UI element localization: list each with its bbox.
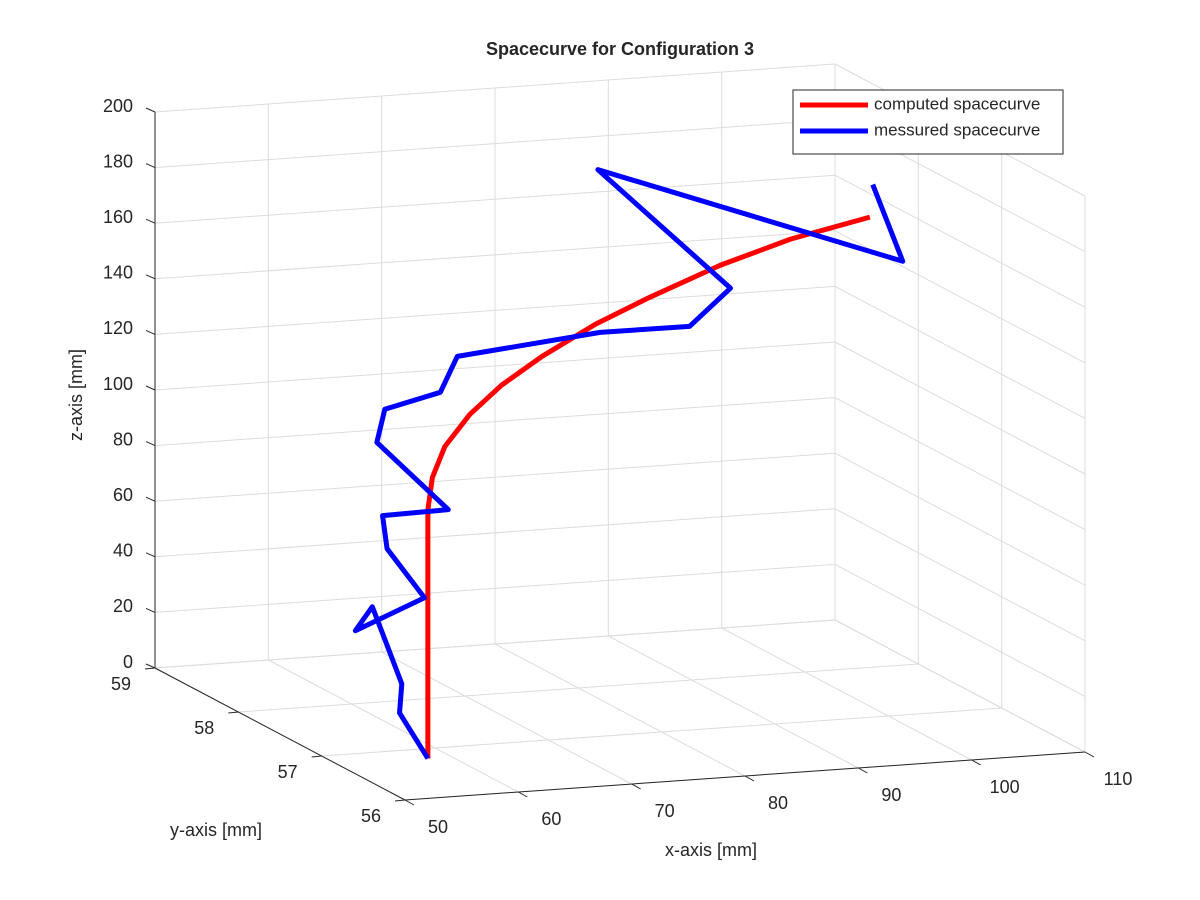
grid-line: [834, 452, 1086, 586]
tick-mark: [145, 107, 156, 113]
tick-mark: [631, 783, 641, 790]
grid-line: [154, 174, 836, 224]
tick-mark: [404, 799, 415, 806]
grid-line: [494, 643, 746, 777]
tick-mark: [394, 799, 406, 802]
z-tick-label: 100: [103, 374, 133, 394]
z-tick-label: 60: [113, 485, 133, 505]
grid-line: [608, 635, 859, 769]
y-tick-label: 59: [111, 674, 131, 694]
y-tick-label: 58: [194, 718, 214, 738]
tick-mark: [744, 775, 755, 782]
grid-line: [834, 563, 1086, 697]
tick-mark: [145, 663, 156, 669]
grid-line: [154, 508, 836, 558]
z-tick-label: 80: [113, 429, 133, 449]
grid-line: [321, 707, 1002, 757]
grid-line: [238, 663, 919, 713]
grid-line: [268, 659, 519, 793]
z-tick-label: 200: [103, 96, 133, 116]
tick-mark: [145, 552, 156, 558]
tick-mark: [145, 163, 156, 169]
x-tick-label: 90: [881, 785, 901, 805]
y-axis-title: y-axis [mm]: [170, 820, 262, 840]
grid-line: [721, 627, 972, 761]
grid-line: [154, 397, 836, 447]
chart-title: Spacecurve for Configuration 3: [486, 39, 754, 59]
x-tick-label: 100: [990, 777, 1020, 797]
y-tick-label: 56: [361, 806, 381, 826]
space-curve: [425, 214, 871, 759]
z-tick-label: 140: [103, 263, 133, 283]
tick-mark: [145, 385, 156, 391]
legend-label: messured spacecurve: [874, 120, 1040, 139]
grid-line: [834, 341, 1086, 475]
grid-line: [154, 119, 836, 169]
tick-mark: [144, 667, 156, 670]
z-tick-label: 40: [113, 541, 133, 561]
tick-mark: [145, 274, 156, 280]
z-tick-label: 180: [103, 151, 133, 171]
axis-line: [154, 667, 406, 801]
z-axis-title: z-axis [mm]: [66, 349, 86, 441]
z-tick-label: 160: [103, 207, 133, 227]
grid-line: [381, 651, 632, 785]
grid-line: [154, 63, 836, 113]
legend-label: computed spacecurve: [874, 94, 1040, 113]
x-tick-label: 60: [541, 809, 561, 829]
tick-mark: [1084, 751, 1095, 758]
legend-box: [792, 89, 1064, 155]
grid-line: [154, 452, 836, 502]
tick-mark: [145, 496, 156, 502]
space-curve: [352, 167, 906, 760]
grid-line: [834, 285, 1086, 419]
tick-mark: [145, 329, 156, 335]
x-tick-label: 110: [1104, 769, 1133, 789]
tick-mark: [228, 711, 239, 714]
tick-mark: [311, 755, 322, 758]
grid-line: [154, 230, 836, 280]
tick-mark: [145, 218, 156, 224]
x-axis-title: x-axis [mm]: [665, 840, 757, 860]
z-tick-label: 20: [113, 596, 133, 616]
tick-mark: [145, 441, 156, 447]
grid-line: [154, 619, 836, 669]
tick-mark: [145, 607, 156, 613]
y-tick-label: 57: [278, 762, 298, 782]
z-tick-label: 0: [123, 652, 133, 672]
x-tick-label: 50: [428, 817, 448, 837]
tick-mark: [971, 759, 981, 766]
grid-line: [834, 508, 1086, 642]
grid-line: [834, 397, 1086, 531]
grid-line: [154, 341, 836, 391]
tick-mark: [518, 791, 528, 798]
grid-line: [834, 619, 1086, 753]
x-tick-label: 80: [768, 793, 788, 813]
x-tick-label: 70: [655, 801, 675, 821]
z-tick-label: 120: [103, 318, 133, 338]
tick-mark: [858, 767, 868, 774]
grid-line: [154, 563, 836, 613]
